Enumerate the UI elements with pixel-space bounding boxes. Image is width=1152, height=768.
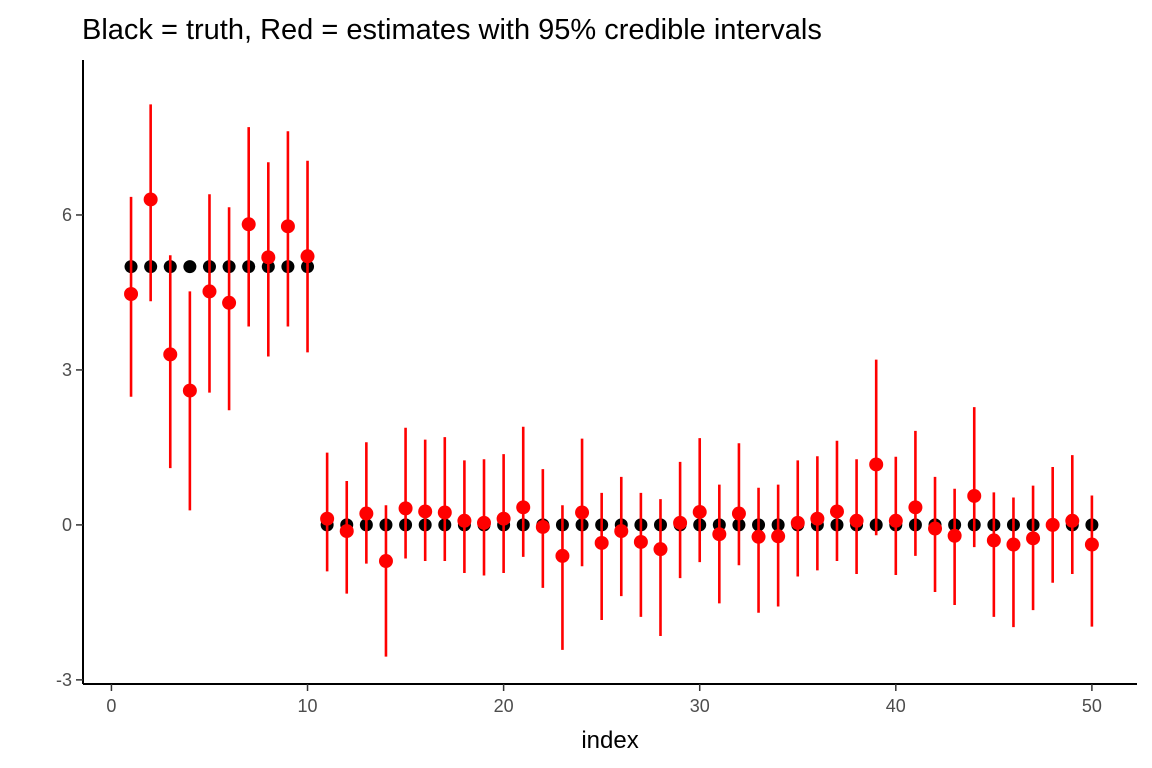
estimate-point-37 <box>829 504 844 519</box>
estimate-point-4 <box>182 383 197 398</box>
estimate-point-38 <box>849 513 864 528</box>
x-tick-label-0: 0 <box>106 696 116 716</box>
estimate-point-49 <box>1065 513 1080 528</box>
y-tick-label-0: 0 <box>62 515 72 535</box>
estimate-point-50 <box>1084 537 1099 552</box>
estimate-point-40 <box>888 513 903 528</box>
estimate-point-36 <box>810 511 825 526</box>
y-tick-label--3: -3 <box>56 670 72 690</box>
y-tick-label-6: 6 <box>62 205 72 225</box>
estimate-point-2 <box>143 192 158 207</box>
estimate-point-23 <box>555 548 570 563</box>
estimate-point-8 <box>261 250 276 265</box>
estimate-point-41 <box>908 500 923 515</box>
estimate-point-15 <box>398 501 413 516</box>
x-tick-label-40: 40 <box>886 696 906 716</box>
estimate-point-17 <box>437 505 452 520</box>
estimate-point-13 <box>359 506 374 521</box>
estimate-point-18 <box>457 513 472 528</box>
x-axis-title: index <box>581 727 638 754</box>
estimate-point-22 <box>535 519 550 534</box>
estimate-point-14 <box>378 554 393 569</box>
estimate-point-20 <box>496 511 511 526</box>
estimate-point-29 <box>673 515 688 530</box>
estimate-point-1 <box>124 287 139 301</box>
estimate-point-11 <box>320 511 335 526</box>
estimate-point-9 <box>280 219 295 234</box>
x-tick-label-30: 30 <box>690 696 710 716</box>
estimate-point-24 <box>575 505 590 520</box>
x-tick-label-50: 50 <box>1082 696 1102 716</box>
plot-area <box>124 104 1099 657</box>
estimate-point-45 <box>986 533 1001 548</box>
estimate-point-19 <box>477 515 492 530</box>
estimate-point-12 <box>339 524 354 539</box>
estimate-point-28 <box>653 542 668 557</box>
estimate-point-47 <box>1026 531 1041 546</box>
estimate-point-42 <box>928 521 943 536</box>
estimate-point-10 <box>300 249 315 264</box>
estimate-point-46 <box>1006 537 1021 552</box>
estimate-point-30 <box>692 504 707 519</box>
estimate-point-39 <box>869 457 884 472</box>
estimate-point-21 <box>516 500 531 515</box>
estimate-point-35 <box>790 515 805 530</box>
estimate-point-32 <box>731 506 746 521</box>
x-tick-label-10: 10 <box>298 696 318 716</box>
axes: 0 10 20 30 40 50 -3 0 3 6 <box>56 60 1137 716</box>
estimate-point-7 <box>241 217 256 232</box>
estimate-point-6 <box>222 295 237 310</box>
truth-point-4 <box>183 260 197 274</box>
chart-title: Black = truth, Red = estimates with 95% … <box>82 14 822 46</box>
estimate-point-26 <box>614 524 629 539</box>
estimate-point-16 <box>418 504 433 519</box>
estimate-point-34 <box>771 529 786 544</box>
estimate-point-5 <box>202 284 217 299</box>
estimate-point-27 <box>633 534 648 549</box>
y-tick-label-3: 3 <box>62 360 72 380</box>
estimate-point-43 <box>947 528 962 543</box>
estimate-point-44 <box>967 488 982 503</box>
estimate-point-33 <box>751 529 766 544</box>
estimate-point-25 <box>594 535 609 550</box>
estimate-point-3 <box>163 347 178 362</box>
x-tick-label-20: 20 <box>494 696 514 716</box>
estimate-point-31 <box>712 527 727 542</box>
estimate-point-48 <box>1045 517 1060 532</box>
